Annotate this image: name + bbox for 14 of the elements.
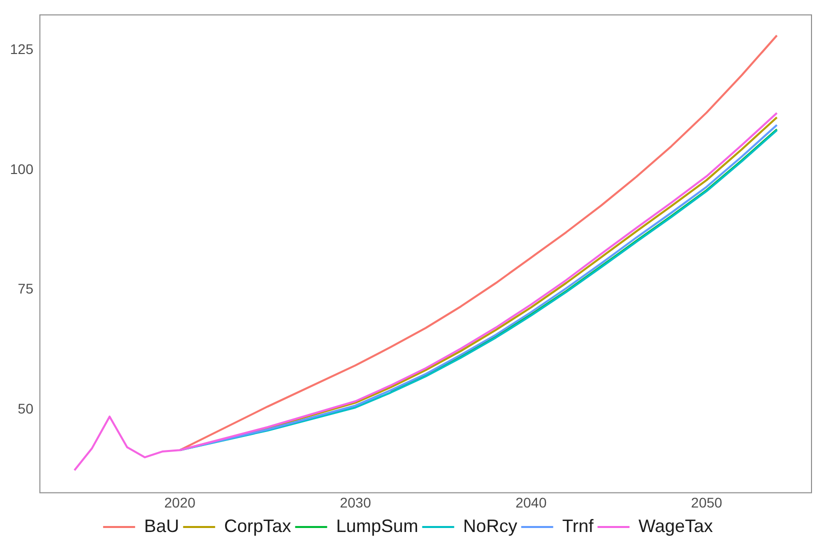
x-tick-label: 2030 <box>340 494 372 510</box>
legend-label: WageTax <box>638 516 713 536</box>
legend-label: BaU <box>144 516 180 536</box>
y-tick-label: 100 <box>10 160 34 177</box>
x-tick-label: 2050 <box>691 494 722 510</box>
y-tick-label: 75 <box>18 280 34 297</box>
x-tick-label: 2020 <box>164 494 196 510</box>
x-tick-label: 2040 <box>515 494 547 510</box>
legend-label: NoRcy <box>463 516 518 536</box>
legend-label: CorpTax <box>224 516 292 536</box>
y-tick-label: 50 <box>18 400 34 416</box>
y-tick-label: 125 <box>10 41 34 58</box>
legend-label: Trnf <box>562 516 595 536</box>
legend-label: LumpSum <box>336 516 418 536</box>
